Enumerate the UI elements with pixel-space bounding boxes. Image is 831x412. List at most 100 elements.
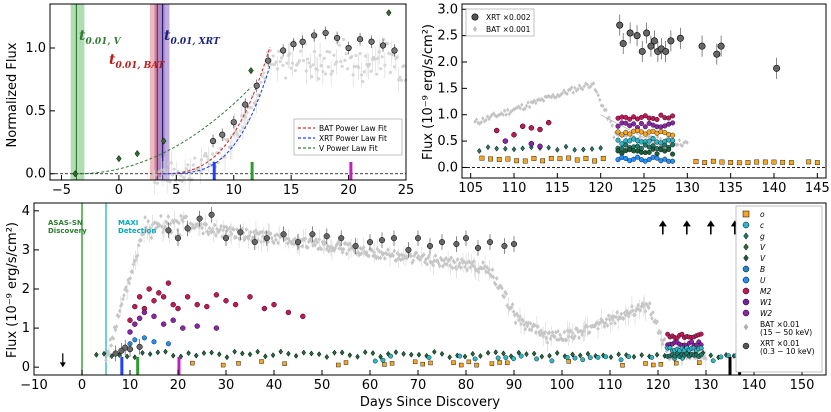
y-tick-label: 1.5 xyxy=(437,81,458,96)
bat-point xyxy=(152,220,157,225)
x-tick-label: −10 xyxy=(20,378,47,393)
bat-point xyxy=(427,253,431,258)
legend-marker xyxy=(743,323,749,331)
bat-point xyxy=(311,243,315,248)
observation-mark-1 xyxy=(250,162,254,180)
bat-point xyxy=(278,234,283,240)
xrt-point xyxy=(253,82,260,89)
xrt-point xyxy=(136,343,143,350)
m2-point xyxy=(151,298,157,304)
bat-point xyxy=(270,62,274,67)
bat-point xyxy=(164,170,168,174)
xrt-point xyxy=(356,36,364,43)
c-band-point xyxy=(718,354,724,360)
bat-point xyxy=(482,119,487,124)
bat-point xyxy=(116,314,121,319)
observation-mark-2 xyxy=(349,162,353,180)
clustered-point xyxy=(646,157,652,163)
bat-point xyxy=(202,154,206,158)
bat-point xyxy=(273,62,277,67)
o-band-point xyxy=(736,160,742,166)
xrt-point xyxy=(323,233,330,240)
bat-point xyxy=(296,61,300,65)
clustered-point xyxy=(642,113,648,119)
bat-point xyxy=(449,255,454,261)
observation-mark-1 xyxy=(136,357,140,375)
bat-point xyxy=(638,308,643,313)
bat-point xyxy=(365,250,369,255)
xrt-point xyxy=(333,34,341,42)
v-point xyxy=(132,354,138,361)
legend-marker xyxy=(743,243,749,251)
bat-point xyxy=(559,335,563,341)
xrt-point xyxy=(405,246,412,253)
bat-point xyxy=(344,251,349,257)
o-band-point xyxy=(488,156,493,162)
bat-point xyxy=(212,222,217,228)
xrt-point xyxy=(616,21,624,29)
bat-point xyxy=(291,238,295,244)
bat-point xyxy=(391,53,395,57)
c-band-point xyxy=(580,357,586,363)
bat-point xyxy=(520,102,524,108)
xrt-point xyxy=(643,29,651,37)
observation-mark-3 xyxy=(728,357,732,375)
c-band-point xyxy=(503,355,509,361)
o-band-point xyxy=(382,362,387,367)
bat-point xyxy=(339,246,344,252)
bat-point xyxy=(418,256,423,261)
o-band-point xyxy=(466,359,472,365)
bat-point xyxy=(653,318,657,324)
m2-point xyxy=(204,303,210,310)
bat-point xyxy=(313,242,317,248)
bat-point xyxy=(168,221,173,227)
legend-label: W2 xyxy=(760,309,772,318)
xrt-point xyxy=(626,29,634,37)
v-point xyxy=(339,349,345,356)
clustered-point xyxy=(679,331,685,337)
clustered-point xyxy=(635,143,641,149)
bat-point xyxy=(336,239,341,245)
bat-point xyxy=(541,98,546,104)
xrt-point xyxy=(237,229,244,236)
bat-point xyxy=(359,251,364,256)
x-tick-label: 10 xyxy=(225,183,242,198)
bat-point xyxy=(184,167,189,171)
bat-point xyxy=(189,225,194,231)
v-point xyxy=(201,350,207,357)
v-point xyxy=(324,353,330,360)
bat-point xyxy=(332,53,336,57)
o-band-point xyxy=(389,361,395,366)
bat-point xyxy=(330,69,335,73)
o-band-point xyxy=(479,155,485,161)
bat-point xyxy=(263,230,268,236)
o-band-point xyxy=(428,360,433,366)
xrt-point xyxy=(391,47,398,54)
bat-point xyxy=(378,255,383,261)
bat-point xyxy=(576,329,580,335)
o-band-point xyxy=(497,360,502,365)
bat-point xyxy=(385,251,389,257)
bat-point xyxy=(149,235,154,241)
bat-point xyxy=(542,331,547,336)
bat-point xyxy=(192,225,197,231)
bat-point xyxy=(350,54,354,59)
bat-point xyxy=(580,87,585,92)
x-tick-label: 135 xyxy=(718,181,743,196)
x-tick-label: −5 xyxy=(52,183,71,198)
bat-point xyxy=(573,333,577,339)
bat-point xyxy=(343,58,347,63)
panel-a-y-label: Normalized Flux xyxy=(5,42,20,147)
clustered-point xyxy=(662,142,668,148)
o-band-point xyxy=(702,160,708,166)
limit-arrow-down-head xyxy=(59,362,66,368)
bat-point xyxy=(580,332,585,338)
bat-point xyxy=(164,219,168,225)
bat-power-law-fit xyxy=(157,46,271,175)
v-point xyxy=(270,352,276,359)
bat-point xyxy=(607,317,612,322)
bat-point xyxy=(614,314,618,320)
bat-point xyxy=(111,336,116,341)
bat-point xyxy=(596,93,600,98)
optical-point xyxy=(511,146,517,153)
